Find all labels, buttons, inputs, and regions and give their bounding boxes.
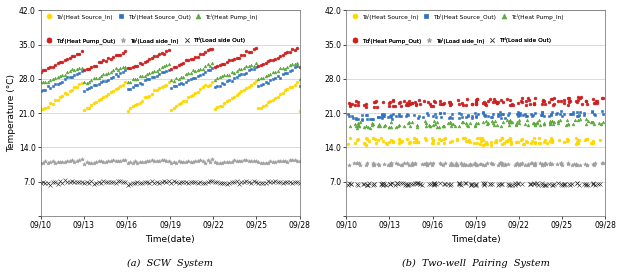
X-axis label: Time(date): Time(date) — [451, 235, 500, 244]
Legend: Tdᴵ(Heat Pump_Out), Teᴵ(Load side_In), Tfᴵ(Load side Out): Tdᴵ(Heat Pump_Out), Teᴵ(Load side_In), T… — [44, 37, 245, 44]
Y-axis label: Temperature (°C): Temperature (°C) — [7, 74, 16, 152]
Legend: Tdᴵ(Heat Pump_Out), Teᴵ(Load side_In), Tfᴵ(Load side Out): Tdᴵ(Heat Pump_Out), Teᴵ(Load side_In), T… — [349, 37, 551, 44]
Text: (b)  Two-well  Pairing  System: (b) Two-well Pairing System — [402, 259, 549, 268]
X-axis label: Time(date): Time(date) — [145, 235, 195, 244]
Text: (a)  SCW  System: (a) SCW System — [127, 259, 213, 268]
